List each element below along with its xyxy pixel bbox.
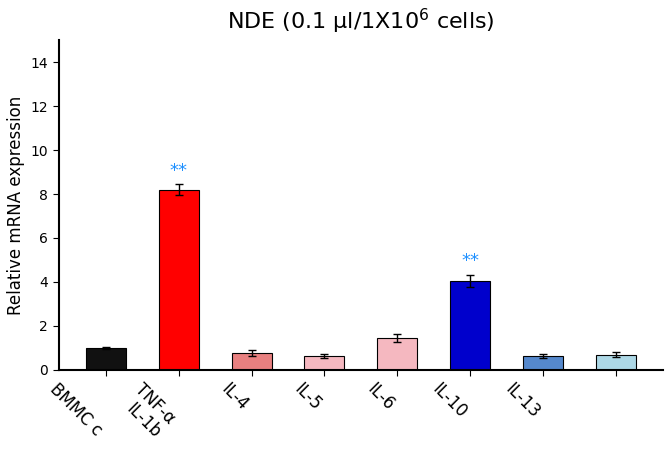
Bar	[232, 353, 271, 370]
Bar	[377, 338, 417, 370]
Bar	[450, 281, 490, 370]
Y-axis label: Relative mRNA expression: Relative mRNA expression	[7, 95, 25, 315]
Bar	[523, 356, 563, 370]
Bar	[304, 356, 344, 370]
Text: **: **	[461, 252, 479, 270]
Text: **: **	[170, 162, 188, 180]
Title: NDE (0.1 μl/1X10$^6$ cells): NDE (0.1 μl/1X10$^6$ cells)	[227, 7, 494, 36]
Bar	[596, 355, 636, 370]
Bar	[159, 189, 199, 370]
Bar	[86, 348, 126, 370]
